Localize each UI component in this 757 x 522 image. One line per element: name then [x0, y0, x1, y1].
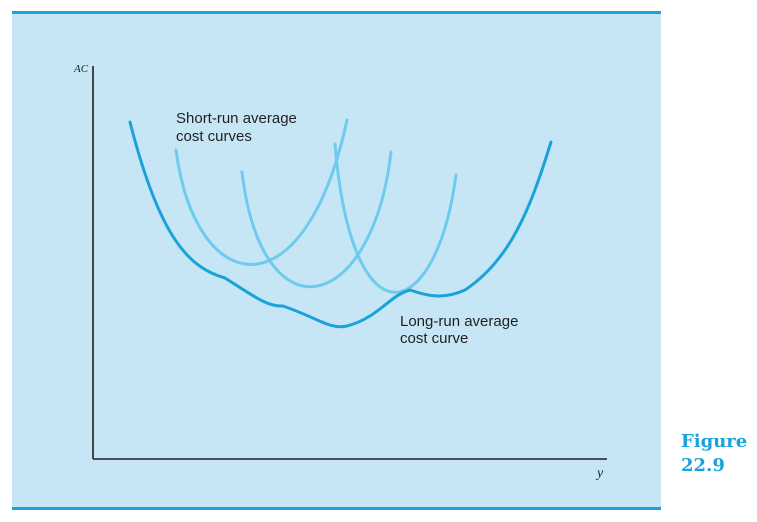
long-run-annotation-line1: Long-run average	[400, 313, 518, 330]
x-axis-label: y	[595, 466, 604, 481]
figure-caption-word: Figure	[681, 431, 748, 452]
short-run-annotation-line1: Short-run average	[176, 110, 297, 127]
top-rule	[12, 11, 661, 14]
long-run-curve	[128, 120, 553, 329]
short-run-curve-1	[174, 118, 349, 266]
short-run-curve-3	[333, 142, 458, 294]
figure-panel	[12, 12, 661, 510]
short-run-curve-2	[240, 150, 393, 289]
bottom-rule	[12, 507, 661, 510]
y-axis-label: AC	[73, 63, 89, 75]
short-run-annotation-line2: cost curves	[176, 128, 252, 145]
figure-caption-number: 22.9	[681, 455, 725, 476]
long-run-annotation-line2: cost curve	[400, 330, 468, 347]
figure-caption: Figure 22.9	[681, 430, 751, 478]
